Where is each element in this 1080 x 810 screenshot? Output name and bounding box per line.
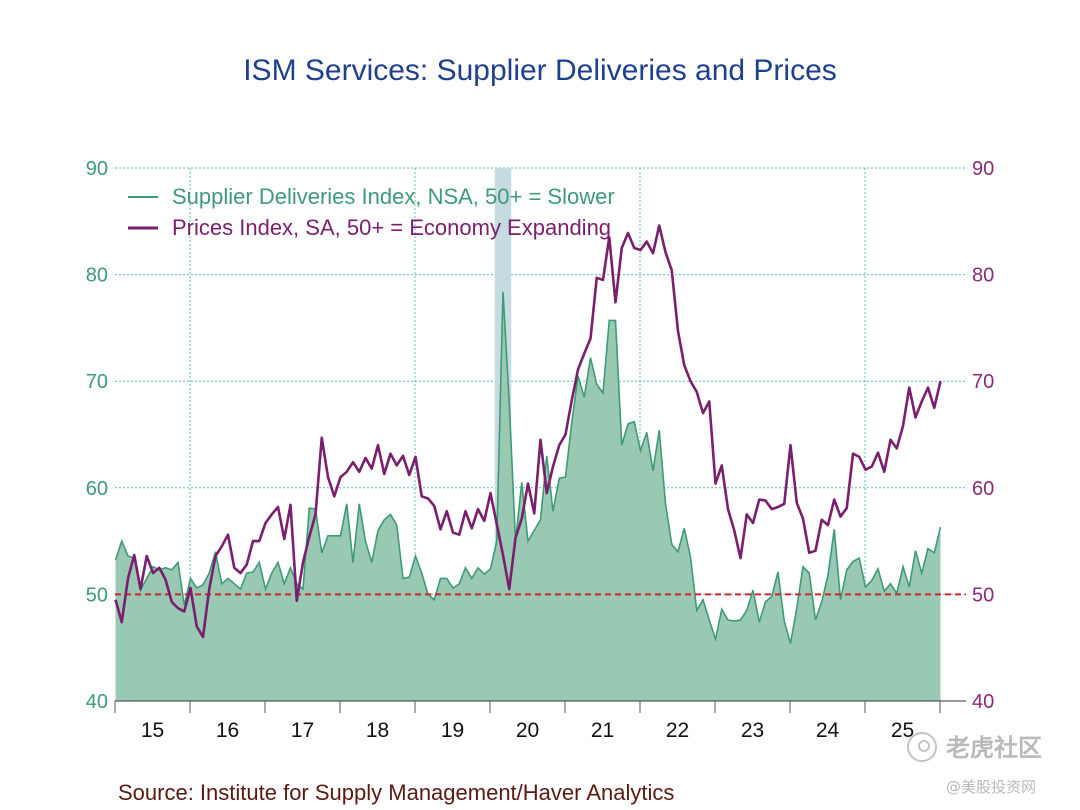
y-tick-label-right: 90 [972, 158, 994, 180]
y-tick-label-left: 90 [86, 158, 108, 180]
watermark-logo-dot-icon [918, 740, 930, 752]
x-tick-label: 19 [441, 719, 464, 742]
y-tick-label-right: 50 [972, 584, 994, 606]
x-tick-label: 20 [516, 719, 539, 742]
x-tick-label: 16 [216, 719, 239, 742]
watermark-logo-icon [907, 732, 937, 762]
y-tick-labels: 40 40 50 50 60 60 70 70 80 80 90 90 [86, 158, 995, 713]
x-tick-label: 21 [591, 719, 614, 742]
supplier-deliveries-area [114, 291, 942, 701]
supplier-deliveries-line [114, 291, 942, 644]
axes [114, 700, 966, 713]
chart-title: ISM Services: Supplier Deliveries and Pr… [243, 54, 837, 87]
y-tick-label-left: 80 [86, 265, 108, 287]
supplier-deliveries-fill [115, 291, 941, 701]
legend: Supplier Deliveries Index, NSA, 50+ = Sl… [128, 184, 615, 240]
y-tick-label-right: 60 [972, 478, 994, 500]
y-tick-label-right: 80 [972, 265, 994, 287]
y-tick-label-left: 60 [86, 478, 108, 500]
x-tick-label: 22 [666, 719, 689, 742]
watermark-text: 老虎社区 [946, 734, 1042, 762]
watermark-subtext: @美股投资网 [946, 778, 1036, 796]
y-tick-label-left: 40 [86, 691, 108, 713]
source-note: Source: Institute for Supply Management/… [118, 780, 674, 805]
prices-index-path [114, 224, 942, 639]
y-tick-label-right: 70 [972, 371, 994, 393]
x-tick-label: 17 [291, 719, 314, 742]
prices-index-line [114, 224, 942, 639]
y-tick-label-left: 70 [86, 371, 108, 393]
x-tick-labels: 15 16 17 18 19 20 21 22 23 24 25 [141, 719, 914, 742]
x-tick-label: 15 [141, 719, 164, 742]
y-tick-label-left: 50 [86, 584, 108, 606]
legend-label-prices-index: Prices Index, SA, 50+ = Economy Expandin… [172, 215, 611, 240]
x-tick-label: 23 [741, 719, 764, 742]
watermark: 老虎社区 @美股投资网 [907, 732, 1042, 796]
legend-label-supplier-deliveries: Supplier Deliveries Index, NSA, 50+ = Sl… [172, 184, 615, 209]
x-tick-label: 24 [816, 719, 840, 742]
x-tick-label: 25 [891, 719, 914, 742]
y-tick-label-right: 40 [972, 691, 994, 713]
x-tick-label: 18 [366, 719, 389, 742]
